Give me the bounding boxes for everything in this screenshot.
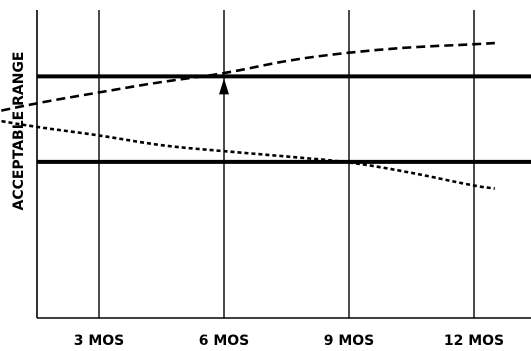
x-tick-label: 12 MOS <box>444 333 504 349</box>
annotation <box>219 78 229 95</box>
arrow-up-icon <box>219 78 229 95</box>
axes <box>36 10 531 319</box>
grid-lines <box>98 10 475 318</box>
dotted-series-line <box>0 119 495 190</box>
series-lines <box>0 41 495 190</box>
dashed-series-line <box>0 41 495 113</box>
acceptable-range-lines <box>37 74 531 164</box>
x-tick-labels: 3 MOS 6 MOS 9 MOS 12 MOS <box>74 333 504 349</box>
y-axis-label: ACCEPTABLE RANGE <box>11 52 27 211</box>
x-tick-label: 3 MOS <box>74 333 125 349</box>
x-tick-label: 9 MOS <box>324 333 375 349</box>
x-tick-label: 6 MOS <box>199 333 250 349</box>
